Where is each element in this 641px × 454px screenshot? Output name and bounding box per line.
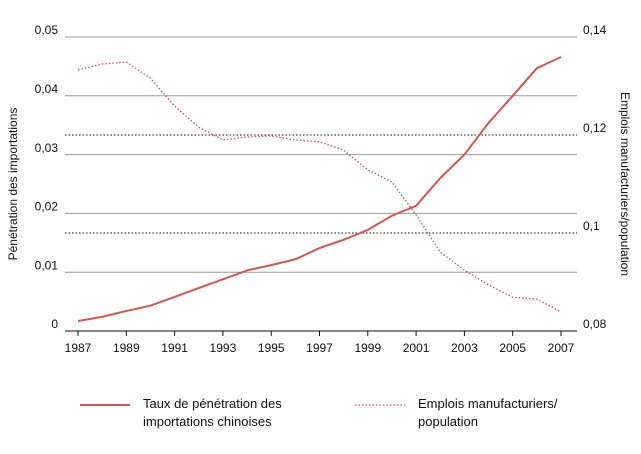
y2-tick-label: 0,1 bbox=[583, 219, 600, 233]
x-tick-label: 1987 bbox=[65, 341, 92, 355]
y-tick-label: 0,02 bbox=[35, 200, 59, 214]
legend-label: Taux de pénétration des importations chi… bbox=[143, 396, 282, 429]
x-tick-label: 2005 bbox=[499, 341, 526, 355]
y2-tick-label: 0,14 bbox=[583, 23, 607, 37]
series-line bbox=[77, 61, 562, 313]
series-line bbox=[77, 56, 562, 322]
x-tick-label: 2007 bbox=[548, 341, 575, 355]
y-tick-label: 0,01 bbox=[35, 258, 59, 272]
x-tick-label: 1991 bbox=[161, 341, 188, 355]
y-tick-label: 0,03 bbox=[35, 141, 59, 155]
y2-axis-label: Emplois manufacturiers/population bbox=[618, 92, 632, 276]
y-tick-label: 0,05 bbox=[35, 23, 59, 37]
x-tick-label: 2001 bbox=[403, 341, 430, 355]
y2-tick-label: 0,12 bbox=[583, 121, 607, 135]
y-axis-label: Pénétration des importations bbox=[6, 108, 20, 261]
legend-label: Emplois manufacturiers/ population bbox=[418, 396, 558, 429]
y-tick-label: 0 bbox=[51, 317, 58, 331]
x-tick-label: 1997 bbox=[306, 341, 333, 355]
x-tick-label: 1989 bbox=[113, 341, 140, 355]
x-tick-label: 2003 bbox=[451, 341, 478, 355]
y2-tick-label: 0,08 bbox=[583, 317, 607, 331]
x-tick-label: 1995 bbox=[258, 341, 285, 355]
y-tick-label: 0,04 bbox=[35, 82, 59, 96]
x-tick-label: 1993 bbox=[210, 341, 237, 355]
x-tick-label: 1999 bbox=[354, 341, 381, 355]
